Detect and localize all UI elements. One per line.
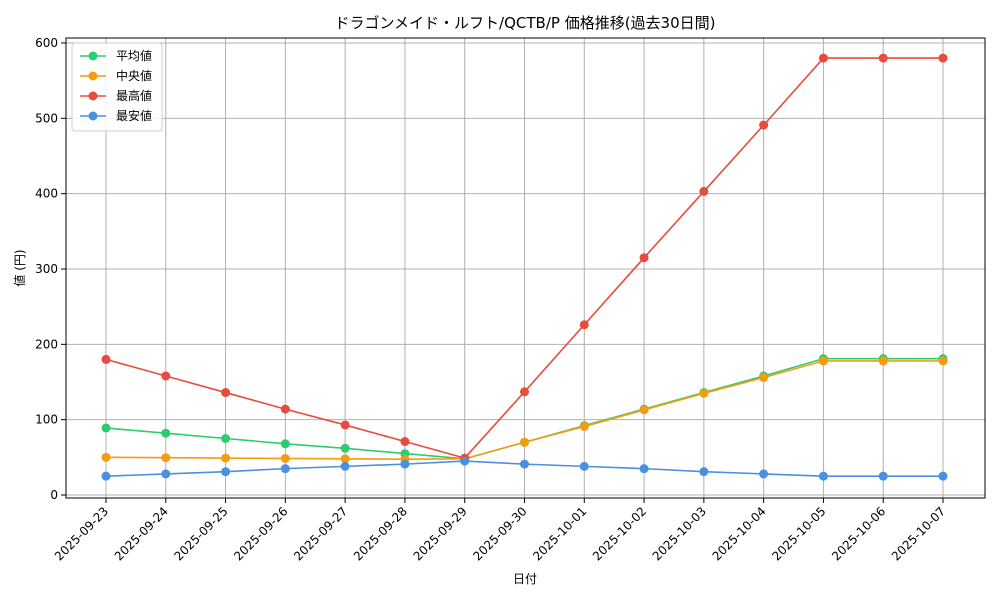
data-point <box>340 461 350 471</box>
data-point <box>938 53 948 63</box>
data-point <box>101 471 111 481</box>
data-point <box>460 456 470 466</box>
data-point <box>340 454 350 464</box>
data-point <box>759 372 769 382</box>
legend-item: 最安値 <box>80 108 152 123</box>
data-point <box>639 405 649 415</box>
x-axis-label: 日付 <box>513 572 537 586</box>
data-point <box>280 439 290 449</box>
y-tick-label: 0 <box>50 488 58 502</box>
x-tick-label: 2025-10-03 <box>650 504 709 563</box>
data-point <box>340 420 350 430</box>
series-4 <box>101 456 948 481</box>
legend-item: 最高値 <box>80 88 152 103</box>
data-point <box>878 53 888 63</box>
x-tick-label: 2025-10-07 <box>889 504 948 563</box>
data-point <box>759 469 769 479</box>
legend-box <box>71 42 163 132</box>
x-tick-label: 2025-09-30 <box>470 504 529 563</box>
data-point <box>400 459 410 469</box>
y-axis-label: 値 (円) <box>12 249 27 286</box>
x-tick-label: 2025-09-26 <box>231 504 290 563</box>
axes: 2025-09-23 2025-09-24 2025-09-25 2025-09-26… <box>35 36 948 563</box>
data-point <box>818 356 828 366</box>
data-point <box>161 371 171 381</box>
y-tick-label: 300 <box>35 262 58 276</box>
x-tick-label: 2025-09-24 <box>112 504 171 563</box>
plot-frame <box>65 37 986 499</box>
legend-item: 中央値 <box>80 68 152 83</box>
data-point <box>639 253 649 263</box>
data-point <box>221 434 231 443</box>
x-tick-label: 2025-10-05 <box>769 504 828 563</box>
data-point <box>221 467 231 477</box>
y-tick-label: 500 <box>35 111 58 125</box>
data-point <box>400 437 410 447</box>
legend-label: 最安値 <box>116 108 152 123</box>
data-point <box>579 461 589 471</box>
data-point <box>101 452 111 462</box>
data-point <box>699 186 709 196</box>
data-point <box>340 443 350 453</box>
data-point <box>520 387 529 397</box>
data-point <box>520 437 529 447</box>
data-point <box>818 53 828 63</box>
grid <box>66 38 985 498</box>
y-tick-label: 100 <box>35 413 58 427</box>
x-tick-label: 2025-09-27 <box>291 504 350 563</box>
y-tick-label: 600 <box>35 36 58 50</box>
data-point <box>938 356 948 366</box>
data-point <box>938 471 948 481</box>
data-point <box>221 453 231 463</box>
data-point <box>520 459 529 469</box>
data-point <box>161 428 171 438</box>
data-point <box>699 467 709 477</box>
data-point <box>280 453 290 463</box>
x-tick-label: 2025-09-23 <box>52 504 111 563</box>
data-point <box>280 404 290 414</box>
legend-marker <box>88 111 98 121</box>
x-tick-label: 2025-10-01 <box>530 504 589 563</box>
x-tick-label: 2025-09-28 <box>351 504 410 563</box>
data-point <box>101 354 111 364</box>
data-point <box>878 471 888 481</box>
data-point <box>161 453 171 463</box>
legend-marker <box>88 91 98 101</box>
series-lines <box>101 53 948 481</box>
series-2 <box>101 356 948 464</box>
data-point <box>759 120 769 130</box>
legend-label: 平均値 <box>116 48 152 63</box>
data-point <box>639 464 649 474</box>
data-point <box>818 471 828 481</box>
y-tick-label: 200 <box>35 337 58 351</box>
legend-item: 平均値 <box>80 48 152 63</box>
y-tick-label: 400 <box>35 187 58 201</box>
data-point <box>878 356 888 366</box>
x-tick-label: 2025-10-06 <box>829 504 888 563</box>
data-point <box>579 320 589 330</box>
data-point <box>221 388 231 398</box>
data-point <box>699 388 709 398</box>
data-point <box>280 464 290 474</box>
legend-label: 最高値 <box>116 88 152 103</box>
series-3 <box>101 53 948 463</box>
x-tick-label: 2025-09-29 <box>411 504 470 563</box>
legend-marker <box>88 71 98 81</box>
x-tick-label: 2025-10-02 <box>590 504 649 563</box>
legend-label: 中央値 <box>116 68 152 83</box>
data-point <box>101 423 111 433</box>
legend-marker <box>88 51 98 61</box>
data-point <box>161 469 171 479</box>
chart-title: ドラゴンメイド・ルフト/QCTB/P 価格推移(過去30日間) <box>335 14 716 32</box>
data-point <box>579 421 589 431</box>
x-tick-label: 2025-09-25 <box>171 504 230 563</box>
x-tick-label: 2025-10-04 <box>710 504 769 563</box>
